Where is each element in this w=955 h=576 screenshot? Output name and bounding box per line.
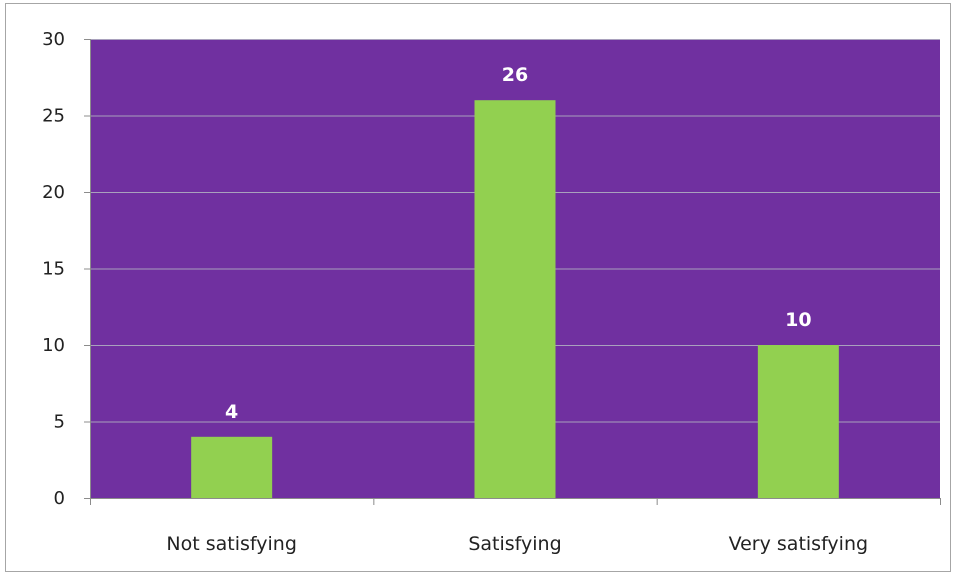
x-category-label: Very satisfying xyxy=(729,533,868,555)
axes xyxy=(84,39,941,505)
y-tick-label: 25 xyxy=(42,106,65,127)
y-tick-label: 15 xyxy=(42,259,65,280)
bar-very-satisfying xyxy=(757,345,839,498)
y-tick-label: 30 xyxy=(42,29,65,50)
y-tick-label: 10 xyxy=(42,335,65,356)
data-label: 26 xyxy=(502,64,528,86)
y-tick-label: 20 xyxy=(42,182,65,203)
bar-not-satisfying xyxy=(191,436,273,498)
data-label: 10 xyxy=(785,309,811,331)
x-category-label: Not satisfying xyxy=(166,533,296,555)
x-category-label: Satisfying xyxy=(468,533,561,555)
data-label: 4 xyxy=(225,401,238,423)
bar-satisfying xyxy=(474,100,556,498)
y-tick-label: 0 xyxy=(54,488,65,509)
bars xyxy=(191,100,839,498)
y-tick-label: 5 xyxy=(54,412,65,433)
labels: 0 5 10 15 20 25 30 Not satisfying Satisfying Very… xyxy=(42,29,868,555)
